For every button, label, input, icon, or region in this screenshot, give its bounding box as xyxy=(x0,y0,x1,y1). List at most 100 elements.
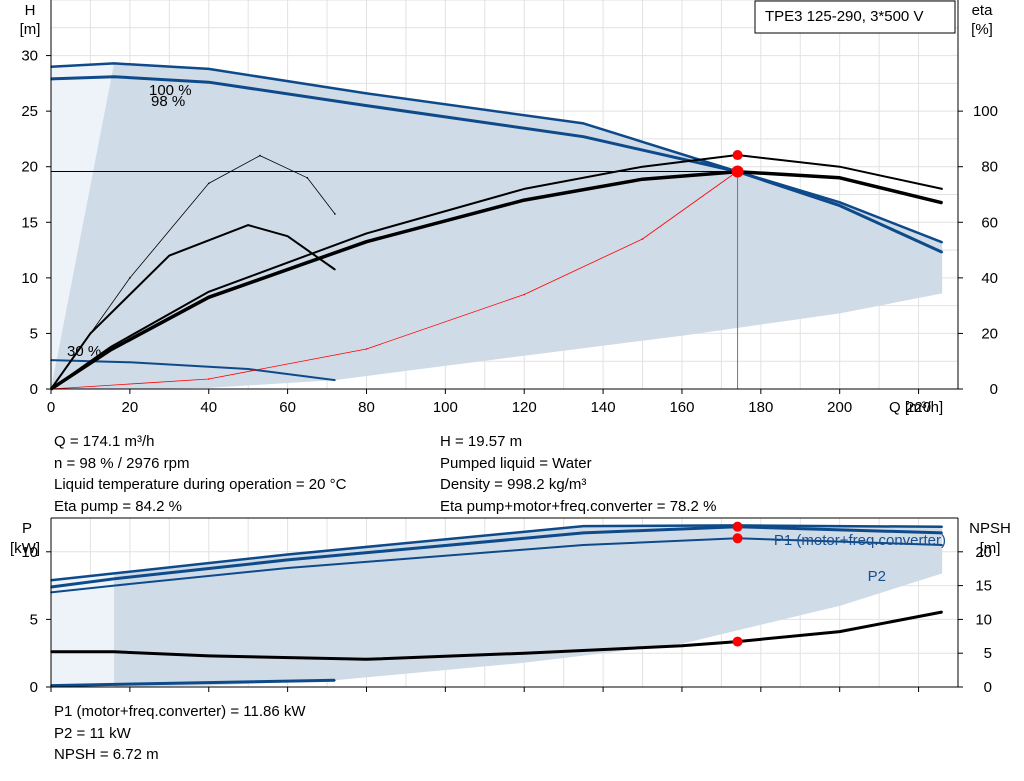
upper-series-point xyxy=(582,122,585,125)
upper-series-point xyxy=(838,204,841,207)
upper-series-point xyxy=(129,361,131,364)
lower-series-point xyxy=(286,553,289,556)
speed-label-100: 100 % xyxy=(149,82,192,99)
lower-series-point xyxy=(941,525,944,528)
eta-total-readout: Eta pump+motor+freq.converter = 78.2 % xyxy=(440,497,717,515)
upper-series-point xyxy=(129,277,131,279)
y-tick-label: 5 xyxy=(30,325,38,342)
speed-label-30: 30 % xyxy=(67,343,101,360)
speed-label-98: 98 % xyxy=(151,93,185,110)
upper-series-point xyxy=(109,349,111,351)
upper-series-point xyxy=(838,201,841,204)
upper-series-point xyxy=(365,240,368,243)
eta-pump-readout: Eta pump = 84.2 % xyxy=(54,497,182,515)
upper-series-point xyxy=(306,177,309,179)
upper-series-point xyxy=(109,346,111,349)
lower-series-point xyxy=(838,630,841,633)
y2-axis-label-name: eta xyxy=(972,2,994,19)
upper-series-point xyxy=(334,379,336,381)
upper-series-point xyxy=(207,81,210,84)
y2-tick-label: 20 xyxy=(981,325,998,342)
lower-series-point xyxy=(113,651,115,653)
operating-point-p1-marker xyxy=(732,521,743,532)
density-readout: Density = 998.2 kg/m³ xyxy=(440,476,587,493)
p1-readout: P1 (motor+freq.converter) = 11.86 kW xyxy=(54,703,306,720)
lower-y2-tick-label: 20 xyxy=(975,544,992,561)
upper-series-line-6 xyxy=(50,155,336,390)
upper-series-point xyxy=(247,224,249,226)
upper-series-point xyxy=(365,232,368,235)
upper-series-point xyxy=(582,135,585,138)
y-tick-label: 10 xyxy=(21,270,38,287)
upper-series-point xyxy=(365,348,368,350)
lower-series-point xyxy=(286,559,289,561)
upper-series-point xyxy=(113,62,115,65)
upper-series-point xyxy=(365,92,368,95)
lower-y-tick-label: 0 xyxy=(30,679,38,696)
model-label: TPE3 125-290, 3*500 V xyxy=(765,8,923,25)
lower-y-tick-label: 5 xyxy=(30,611,38,628)
lower-series-point xyxy=(582,525,585,527)
x-tick-label: 20 xyxy=(122,399,139,416)
lower-series-point xyxy=(113,584,115,587)
y-tick-label: 30 xyxy=(21,48,38,65)
x-axis-label: Q [m³/h] xyxy=(889,399,943,416)
lower-y2-tick-label: 15 xyxy=(975,578,992,595)
upper-series-point xyxy=(941,251,944,254)
upper-series-point xyxy=(838,165,841,168)
upper-series-point xyxy=(207,182,210,185)
y2-axis-label-unit: [%] xyxy=(971,21,993,38)
lower-series-point xyxy=(286,567,289,569)
x-tick-label: 180 xyxy=(748,399,773,416)
p2-readout: P2 = 11 kW xyxy=(54,724,131,742)
y2-tick-label: 60 xyxy=(981,214,998,231)
head-readout: H = 19.57 m xyxy=(440,433,523,450)
npsh-readout: NPSH = 6.72 m xyxy=(54,746,159,763)
flow-readout: Q = 174.1 m³/h xyxy=(54,433,155,450)
lower-y2-axis-label-unit: [m] xyxy=(980,540,1001,557)
y2-tick-label: 0 xyxy=(990,381,998,398)
upper-series-line-7 xyxy=(50,171,738,390)
lower-series-point xyxy=(113,572,115,575)
y2-tick-label: 40 xyxy=(981,270,998,287)
operating-point-eta-marker xyxy=(732,150,743,161)
lower-y-axis-label-name: P xyxy=(22,520,32,537)
lower-y-tick-label: 10 xyxy=(21,544,38,561)
lower-series-line-1 xyxy=(50,525,943,589)
upper-series-point xyxy=(113,75,115,78)
upper-series-point xyxy=(286,235,289,237)
lower-light-region xyxy=(51,573,115,687)
upper-series-point xyxy=(207,68,210,70)
x-tick-label: 0 xyxy=(47,399,55,416)
upper-series-point xyxy=(523,199,526,201)
upper-operating-region xyxy=(51,63,943,390)
lower-series-line-3 xyxy=(50,678,335,688)
operating-info-right: H = 19.57 m Pumped liquid = Water Densit… xyxy=(440,431,716,517)
lower-series-line-0 xyxy=(50,524,943,582)
x-tick-label: 140 xyxy=(591,399,616,416)
y-tick-label: 20 xyxy=(21,159,38,176)
x-tick-label: 100 xyxy=(433,399,458,416)
x-tick-label: 40 xyxy=(200,399,217,416)
model-label-box: TPE3 125-290, 3*500 V xyxy=(754,0,956,34)
temperature-readout: Liquid temperature during operation = 20… xyxy=(54,476,347,493)
lower-y2-tick-label: 5 xyxy=(984,645,992,662)
x-tick-label: 60 xyxy=(279,399,296,416)
upper-plot: 100 %98 %30 %0 20 40 60 80 100 120 140 160 180 200… xyxy=(20,0,998,416)
lower-series-line-2 xyxy=(50,537,943,594)
y-tick-label: 15 xyxy=(21,214,38,231)
operating-point-p2-marker xyxy=(732,533,743,544)
lower-y2-axis-label-name: NPSH xyxy=(969,520,1011,537)
lower-series-point xyxy=(334,679,336,682)
lower-series-point xyxy=(582,544,585,546)
upper-series-point xyxy=(247,368,249,370)
x-tick-label: 80 xyxy=(358,399,375,416)
upper-series-point xyxy=(941,202,944,204)
lower-series-point xyxy=(941,611,944,613)
x-tick-label: 220 xyxy=(906,399,931,416)
upper-series-point xyxy=(641,165,644,168)
y-tick-label: 0 xyxy=(30,381,38,398)
liquid-readout: Pumped liquid = Water xyxy=(440,454,592,472)
lower-series-point xyxy=(941,532,944,534)
lower-series-point xyxy=(523,652,526,654)
